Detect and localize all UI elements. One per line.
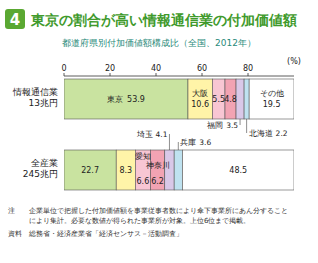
x-tick-label: 80 [243,64,253,73]
x-tick [64,73,65,76]
segment-name: 埼玉 [136,130,153,139]
title: 東京の割合が高い情報通信業の付加価値額 [30,12,297,28]
category-label-line: 全産業 [31,158,58,168]
data-label-group: 福岡3.5 [207,121,238,130]
data-label-group: 埼玉4.1 [136,130,168,139]
category-label-line: 13兆円 [29,98,58,108]
bar-segment [64,79,188,119]
bar-segment [244,79,249,119]
data-label: 6.6 [137,177,150,186]
segment-name: 大阪 [192,89,208,98]
leader-line [169,134,170,150]
note-label: 資料 [8,230,22,238]
bars [64,79,294,190]
data-label-group: 北海道2.2 [249,129,288,138]
x-tick-label: 0 [61,64,66,73]
segment-name: 東京 [107,95,123,104]
bar-segment [165,150,174,190]
bar-segment [135,150,150,190]
data-label: 8.3 [119,166,132,175]
category-label-line: 245兆円 [23,169,58,179]
data-label-group: 兵庫3.6 [180,138,211,147]
note-text: 企業単位で把握した付加価値額を事業従事者数により傘下事業所にあん分すること [29,207,288,215]
bar-segment [188,79,212,119]
bar-segment [236,79,244,119]
data-label: 5.5 [212,95,225,104]
segment-name: 兵庫 [180,138,196,147]
labels: 東京 53.9 大阪 10.65.54.8 福岡3.5 北海道2.2 その他 19.5 22.7… [81,89,288,186]
bar-segment [116,150,135,190]
data-label: 4.8 [224,95,237,104]
data-label: 3.5 [226,121,238,130]
note-text: により集計。必要な数値が得られた事業所が対象。上位6位まで掲載。 [29,217,250,225]
category-label: 全産業245兆円 [23,158,58,179]
note-text: 総務省・経済産業省「経済センサス－活動調査」 [28,230,183,238]
data-label: 48.5 [229,166,247,175]
x-tick-label: 60 [197,64,207,73]
data-label: 3.6 [199,138,211,147]
x-axis-line [64,76,294,77]
segment-name: 福岡 [207,121,223,130]
badge-box [5,9,25,29]
bar-segment [225,79,236,119]
x-tick [156,73,157,76]
chart: 4 東京の割合が高い情報通信業の付加価値額都道府県別付加価値額構成比（全国、201… [0,0,318,263]
data-label: 10.6 [191,100,209,109]
data-label: 6.2 [151,177,164,186]
leader-line [240,119,241,125]
segment-name: 北海道 [249,129,273,138]
bar-segment [174,150,182,190]
category-label: 情報通信業13兆円 [12,87,58,108]
segment-name: 愛知 [135,152,151,161]
data-label: 22.7 [81,166,99,175]
data-label-group: 東京 53.9 [107,95,145,104]
data-label: 2.2 [276,129,288,138]
segment-name: その他 [260,89,284,98]
leader-line [178,142,179,150]
data-label: 19.5 [263,100,281,109]
segment-name: 神奈川 [146,161,170,170]
bar-segment [249,79,294,119]
bar-segment [212,79,225,119]
data-label: 4.1 [156,130,168,139]
x-axis-label: (%) [287,57,301,66]
x-tick-label: 20 [105,64,115,73]
x-tick [202,73,203,76]
x-tick [248,73,249,76]
note-label: 注 [8,207,15,215]
x-tick-label: 40 [151,64,161,73]
subtitle: 都道府県別付加価値額構成比（全国、2012年） [62,38,256,48]
x-tick [110,73,111,76]
data-label: 53.9 [127,95,145,104]
category-label-line: 情報通信業 [12,87,58,97]
bar-segment [64,150,116,190]
bar-segment [182,150,294,190]
badge: 4 [10,11,20,29]
bar-segment [150,150,164,190]
leader-line [246,119,247,133]
